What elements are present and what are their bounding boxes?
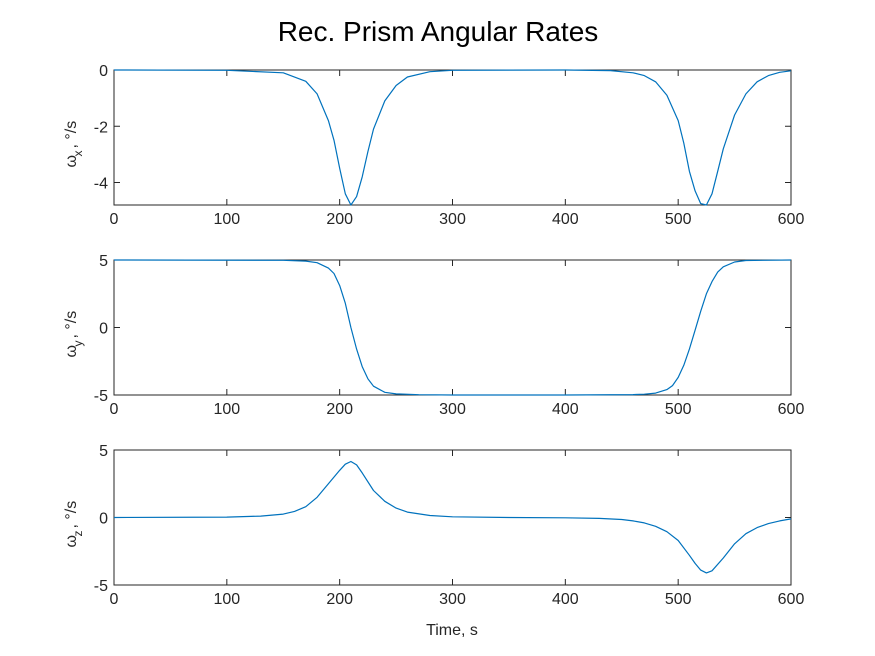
x-tick-label: 200: [326, 211, 353, 228]
series-line: [113, 460, 792, 574]
chart-title: Rec. Prism Angular Rates: [278, 16, 599, 47]
y-axis-label: ωx , °/s: [63, 121, 85, 168]
y-tick-label: -2: [94, 119, 108, 136]
x-tick-label: 500: [665, 401, 692, 418]
y-axis-label: ωz , °/s: [63, 501, 85, 548]
y-axis-label-symbol: ω: [63, 535, 80, 548]
y-axis-label-unit: , °/s: [63, 311, 80, 339]
x-tick-label: 500: [665, 211, 692, 228]
x-tick-label: 100: [213, 591, 240, 608]
y-axis-label-subscript: y: [71, 341, 85, 347]
y-axis-label-symbol: ω: [63, 155, 80, 168]
y-axis-label-symbol: ω: [63, 345, 80, 358]
y-tick-label: 0: [99, 511, 108, 528]
y-axis-label: ωy , °/s: [63, 311, 85, 358]
x-tick-label: 600: [778, 401, 805, 418]
y-tick-label: 0: [99, 63, 108, 80]
x-tick-label: 100: [213, 211, 240, 228]
x-tick-label: 400: [552, 591, 579, 608]
y-tick-label: -4: [94, 176, 108, 193]
x-tick-label: 400: [552, 401, 579, 418]
x-tick-label: 200: [326, 401, 353, 418]
subplot-axes-box: [113, 259, 792, 396]
x-tick-label: 400: [552, 211, 579, 228]
y-tick-label: 5: [99, 253, 108, 270]
subplot-axes-box: [113, 69, 792, 206]
x-tick-label: 500: [665, 591, 692, 608]
series-line: [113, 69, 792, 206]
x-tick-label: 0: [110, 401, 119, 418]
series-line: [113, 259, 792, 396]
y-tick-label: -5: [94, 388, 108, 405]
y-axis-label-subscript: x: [71, 151, 85, 157]
x-tick-label: 0: [110, 591, 119, 608]
y-tick-label: 5: [99, 443, 108, 460]
x-tick-label: 600: [778, 211, 805, 228]
y-axis-label-unit: , °/s: [63, 501, 80, 529]
x-axis-label: Time, s: [426, 622, 478, 639]
y-axis-label-unit: , °/s: [63, 121, 80, 149]
x-tick-label: 100: [213, 401, 240, 418]
x-tick-label: 300: [439, 211, 466, 228]
y-axis-label-subscript: z: [71, 531, 85, 537]
y-tick-label: -5: [94, 578, 108, 595]
x-tick-label: 300: [439, 591, 466, 608]
y-tick-label: 0: [99, 321, 108, 338]
x-tick-label: 200: [326, 591, 353, 608]
x-tick-label: 600: [778, 591, 805, 608]
x-tick-label: 0: [110, 211, 119, 228]
x-tick-label: 300: [439, 401, 466, 418]
subplot-1: 0 100 200 300 400 500 600 0 -2 -4 ωx , °/s: [63, 63, 804, 228]
